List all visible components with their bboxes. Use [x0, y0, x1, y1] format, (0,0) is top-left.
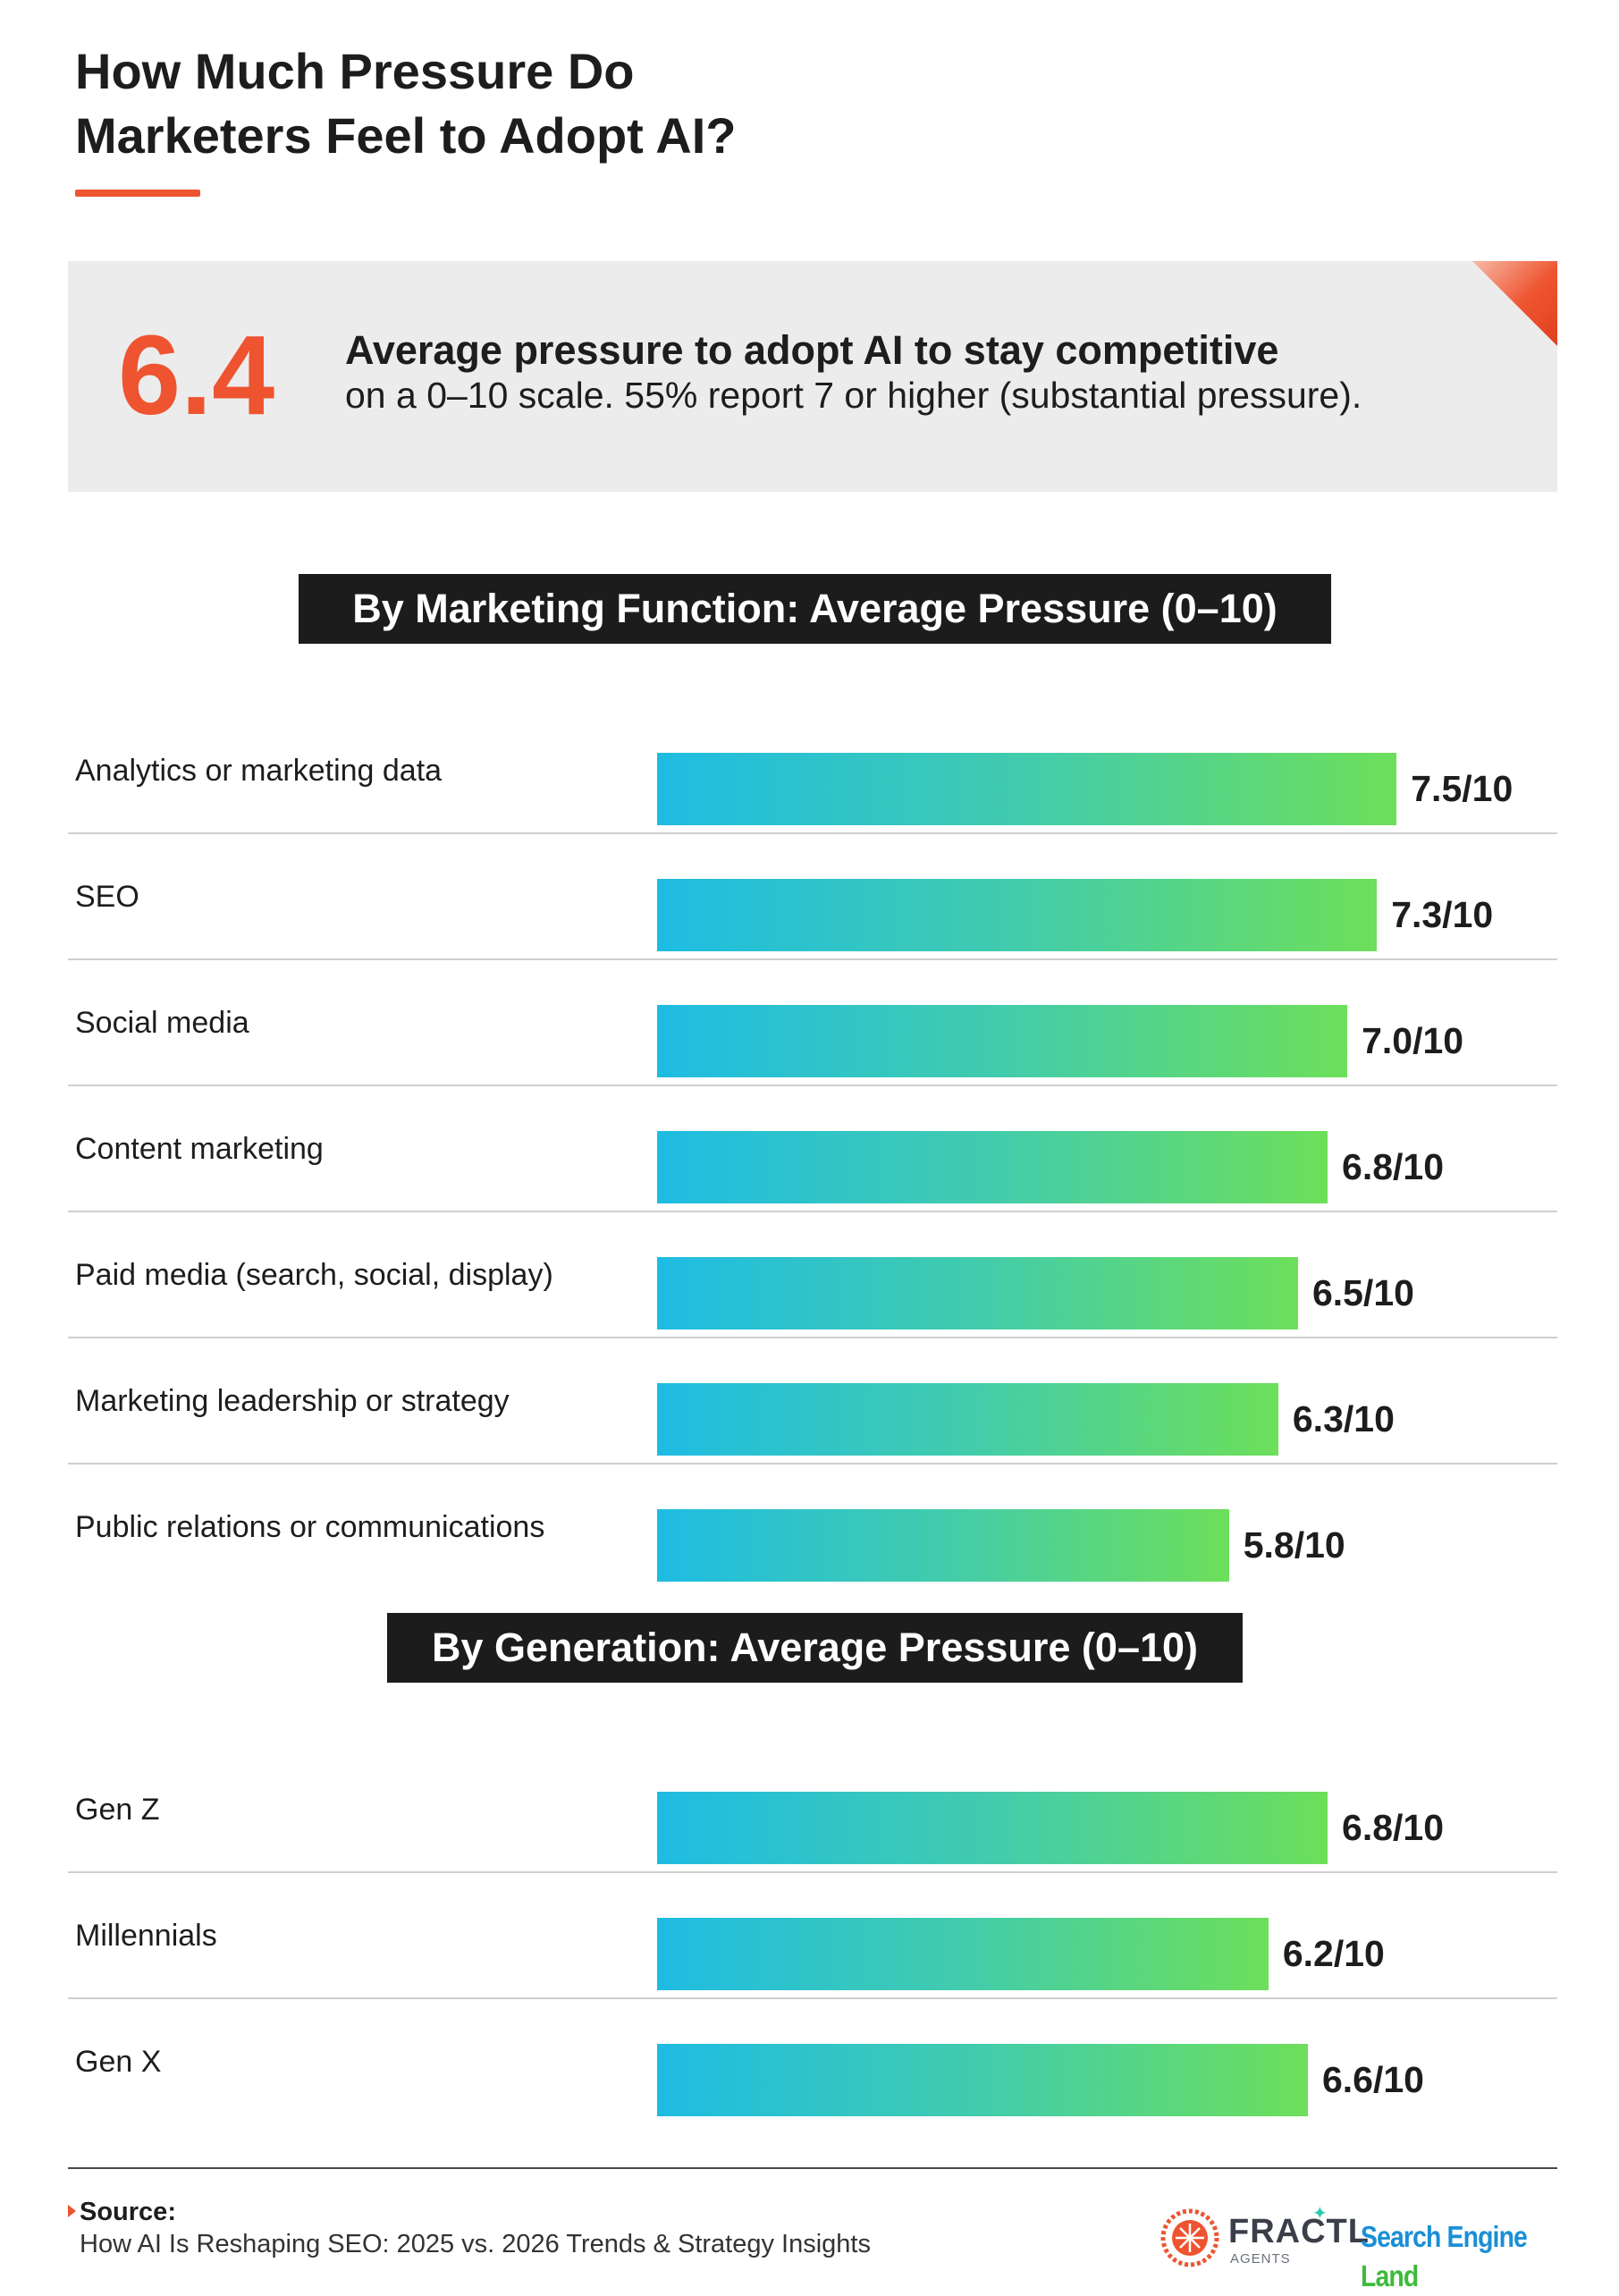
bar — [657, 753, 1397, 825]
fractl-logo-mark-icon — [1160, 2208, 1219, 2267]
bar — [657, 2044, 1308, 2116]
row-divider — [68, 1871, 1557, 1873]
chart-row: Gen X 6.6/10 — [68, 1999, 1557, 2125]
sparkle-icon: ✦ — [1312, 2204, 1328, 2224]
title-accent-rule — [75, 190, 200, 197]
category-label: Millennials — [75, 1919, 217, 1953]
data-label: 7.0/10 — [1362, 1020, 1464, 1061]
category-label: Analytics or marketing data — [75, 754, 443, 788]
category-label: Content marketing — [75, 1132, 324, 1166]
bar — [657, 879, 1378, 951]
key-stat-value: 6.4 — [118, 312, 275, 438]
chart-row: Content marketing 6.8/10 — [68, 1086, 1557, 1212]
chart-by-marketing-function: By Marketing Function: Average Pressure … — [0, 574, 1619, 1582]
chart-row: Social media 7.0/10 — [68, 960, 1557, 1086]
chart-title: By Generation: Average Pressure (0–10) — [387, 1613, 1243, 1683]
page-title: How Much Pressure Do Marketers Feel to A… — [75, 39, 737, 168]
search-engine-land-logo-accent: Land — [1361, 2259, 1419, 2292]
data-label: 5.8/10 — [1243, 1524, 1345, 1566]
bar — [657, 1792, 1328, 1864]
category-label: Marketing leadership or strategy — [75, 1384, 510, 1418]
category-label: Paid media (search, social, display) — [75, 1258, 553, 1292]
bar — [657, 1005, 1348, 1077]
row-divider — [68, 1211, 1557, 1212]
data-label: 6.5/10 — [1311, 1272, 1414, 1313]
fractl-logo-subtitle: AGENTS — [1230, 2251, 1291, 2266]
row-divider — [68, 1463, 1557, 1465]
category-label: Gen X — [75, 2045, 162, 2079]
bar — [657, 1131, 1328, 1203]
key-stat-headline: Average pressure to adopt AI to stay com… — [345, 327, 1279, 373]
category-label: Gen Z — [75, 1793, 160, 1827]
category-label: Social media — [75, 1006, 249, 1040]
row-divider — [68, 832, 1557, 834]
chart-row: Paid media (search, social, display) 6.5/… — [68, 1212, 1557, 1338]
data-label: 6.8/10 — [1342, 1146, 1445, 1187]
page-title-line-1: How Much Pressure Do — [75, 43, 635, 99]
data-label: 6.2/10 — [1282, 1933, 1385, 1974]
category-label: SEO — [75, 880, 139, 914]
search-engine-land-logo: Search Engine Land — [1361, 2217, 1583, 2296]
chart-by-generation: By Generation: Average Pressure (0–10) Ge… — [0, 1613, 1619, 2116]
data-label: 6.8/10 — [1342, 1807, 1445, 1848]
footer-divider — [68, 2167, 1557, 2169]
page-title-line-2: Marketers Feel to Adopt AI? — [75, 107, 737, 164]
chart-row: Gen Z 6.8/10 — [68, 1747, 1557, 1873]
chart-row: SEO 7.3/10 — [68, 834, 1557, 960]
category-label: Public relations or communications — [75, 1510, 545, 1544]
data-label: 7.5/10 — [1411, 768, 1514, 809]
chart-row: Millennials 6.2/10 — [68, 1873, 1557, 1999]
chart-title: By Marketing Function: Average Pressure … — [299, 574, 1331, 644]
search-engine-land-logo-main: Search Engine — [1361, 2220, 1528, 2253]
fractl-logo-wordmark: FRACTL — [1228, 2213, 1370, 2250]
source-marker-icon — [68, 2205, 76, 2217]
key-stat-detail: on a 0–10 scale. 55% report 7 or higher … — [345, 375, 1362, 416]
row-divider — [68, 958, 1557, 960]
data-label: 6.3/10 — [1292, 1398, 1395, 1439]
bar — [657, 1257, 1298, 1329]
chart-row: Public relations or communications 5.8/10 — [68, 1465, 1557, 1591]
data-label: 6.6/10 — [1321, 2059, 1424, 2100]
bar — [657, 1383, 1278, 1456]
row-divider — [68, 1997, 1557, 1999]
source-citation: How AI Is Reshaping SEO: 2025 vs. 2026 T… — [80, 2230, 871, 2258]
bar — [657, 1918, 1269, 1990]
chart-row: Marketing leadership or strategy 6.3/10 — [68, 1338, 1557, 1465]
row-divider — [68, 1337, 1557, 1338]
chart-row: Analytics or marketing data 7.5/10 — [68, 708, 1557, 834]
corner-fold-icon — [1472, 261, 1557, 346]
row-divider — [68, 1085, 1557, 1086]
fractl-logo: FRACTL AGENTS ✦ — [1159, 2204, 1369, 2271]
source-label: Source: — [80, 2198, 176, 2226]
key-stat-callout: 6.4 Average pressure to adopt AI to stay… — [68, 261, 1557, 492]
bar — [657, 1509, 1229, 1582]
data-label: 7.3/10 — [1391, 894, 1494, 935]
